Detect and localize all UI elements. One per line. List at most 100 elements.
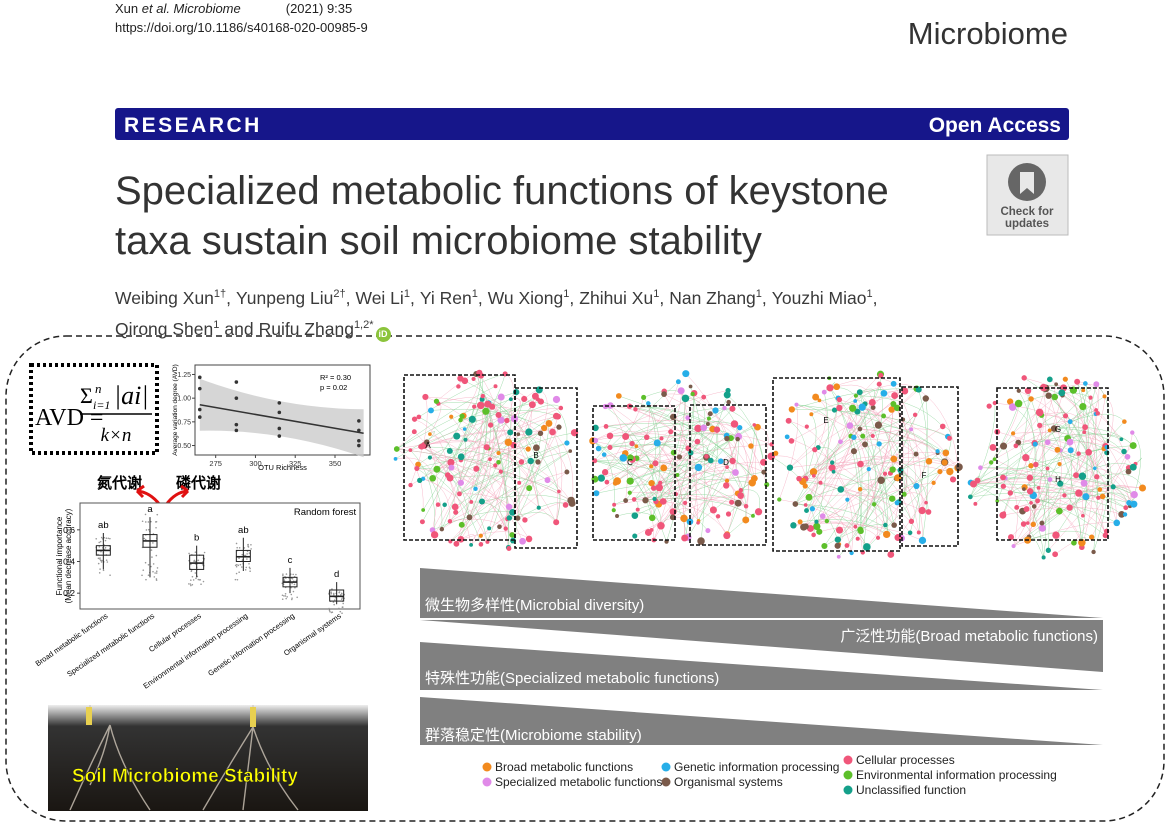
network-edge [421,446,470,518]
jitter [154,572,156,574]
network-node [544,477,551,484]
network-node [1113,519,1121,527]
scatter-point [197,386,202,391]
badge-text[interactable]: Check for [1000,206,1054,218]
network-node [593,490,600,497]
network-edge [1024,447,1107,488]
network-edge [795,441,841,505]
check-updates[interactable]: Check for updates [986,154,1069,236]
jitter [142,569,145,571]
network-node [535,459,541,465]
network-edge [436,466,462,483]
network-node [974,477,981,484]
network-node [461,377,469,385]
network-node [1045,466,1050,471]
jitter [292,590,295,593]
network-node [1036,485,1041,490]
network-node [1026,474,1034,481]
network-node [988,460,994,465]
network-node [1085,448,1093,456]
network-node [690,391,695,397]
network-node [706,416,711,421]
network-node [458,521,465,528]
network-node [504,438,513,446]
network-edge [421,446,506,529]
network-node [955,463,963,471]
network-node [478,542,484,547]
network-edge [1099,488,1127,508]
network-node [681,534,688,542]
jitter [250,543,252,546]
network-node [1082,493,1090,501]
network-node [1007,534,1015,541]
network-node [1030,521,1036,528]
legend-label: Cellular processes [856,753,955,767]
network-edge [461,450,571,526]
jitter [197,578,200,581]
jitter [190,563,192,566]
network-edge [455,442,568,508]
network-node [457,479,465,486]
network-edge [434,406,493,535]
network-node [1010,431,1016,436]
network-edge [805,437,855,527]
jitter [241,559,244,561]
network-node [468,415,476,423]
network-node [937,469,943,475]
network-node [677,387,685,395]
network-node [472,404,477,409]
module-box [772,377,901,552]
jitter [333,603,335,606]
network-node [1062,493,1067,498]
network-edge [540,401,568,443]
jitter [235,572,238,575]
jitter [244,554,247,557]
badge-text[interactable]: updates [1005,218,1049,230]
network-node [1033,461,1039,468]
network-edge [1047,442,1135,505]
network-node [446,474,454,482]
network-edge [1029,477,1047,558]
network-node [681,394,690,403]
network-edge [459,404,533,495]
network-node [1023,506,1030,513]
network-node [821,389,827,395]
legend-swatch [661,777,671,787]
network-node [812,393,820,401]
network-edge [461,416,559,457]
network-node [1074,378,1081,385]
author-name: Zhihui Xu [579,288,654,308]
network-node [655,483,663,492]
network-node [833,383,841,391]
jitter [144,538,147,541]
network-node [723,482,730,489]
network-node [496,459,501,465]
network-edge [1013,431,1125,452]
formula-box [29,363,159,455]
jitter [107,537,110,540]
jitter [99,558,101,560]
network-edge [840,489,920,533]
author-separator: , [659,288,665,308]
network-node [918,506,926,515]
network-node [804,508,809,513]
network-edge [779,499,868,548]
network-node [497,393,505,401]
banner [115,108,1069,140]
jitter [332,592,335,595]
network-node [967,494,973,500]
network-node [433,398,440,404]
orcid[interactable]: iD [375,327,391,342]
network-node [844,543,850,548]
network-edge [796,404,946,454]
network-node [1058,389,1066,397]
network-node [878,372,884,379]
metabolism-arrows [135,484,190,506]
network-edge [855,395,943,427]
network-node [949,476,957,483]
y-axis-label: Average variation degree (AVD) [172,364,179,456]
jitter [190,570,193,573]
network-edge [973,473,1051,485]
network-edge [659,429,718,488]
article-type: RESEARCH [124,114,262,137]
